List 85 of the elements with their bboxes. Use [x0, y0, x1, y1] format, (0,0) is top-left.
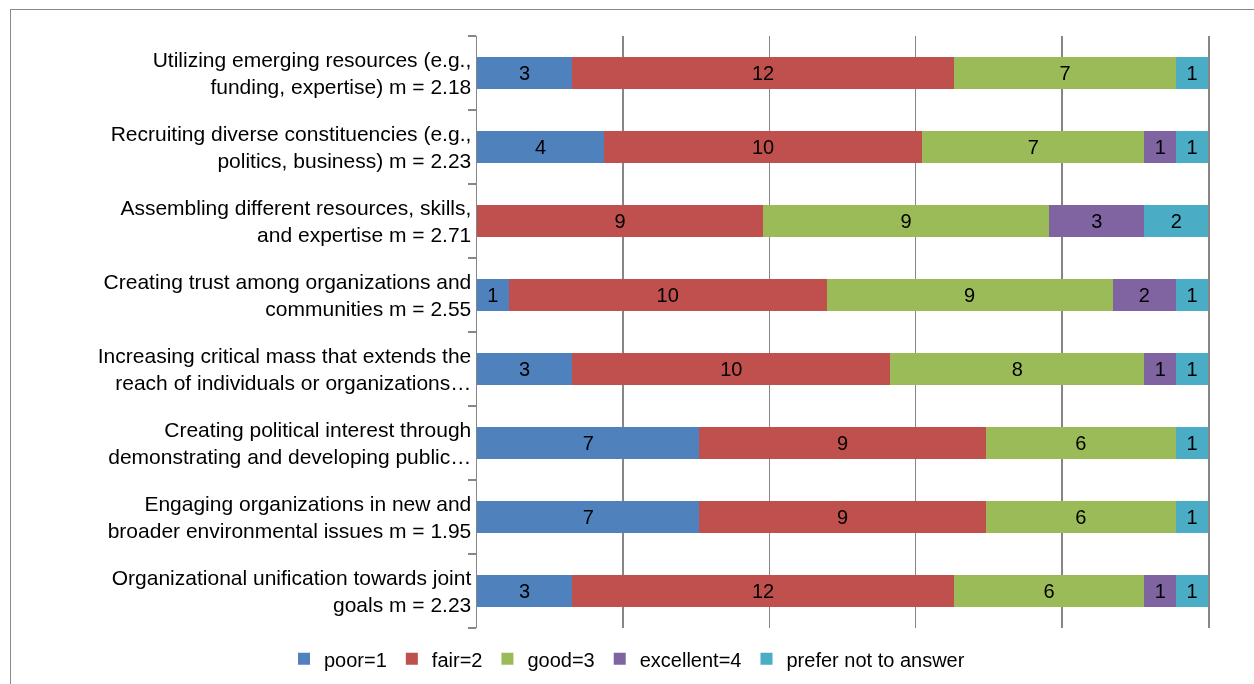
data-label: 1	[1154, 358, 1166, 380]
bar	[985, 501, 1177, 533]
bar	[477, 57, 573, 89]
data-label: 7	[582, 432, 594, 454]
data-label: 4	[535, 136, 547, 158]
bar	[477, 279, 509, 311]
bar	[1176, 353, 1208, 385]
bar	[477, 501, 700, 533]
data-label: 3	[519, 580, 531, 602]
data-label: 10	[656, 284, 679, 306]
bar	[1176, 575, 1208, 607]
data-label: 9	[836, 432, 849, 454]
bar	[953, 57, 1177, 89]
data-label: 1	[1186, 136, 1198, 158]
data-label: 1	[1186, 284, 1198, 306]
y-tick-label: Creating political interest through demonstrating and developing public…	[108, 417, 472, 468]
y-tick-label: Assembling different resources, skills, and expertise m = 2.71	[120, 195, 472, 246]
data-label: 7	[1059, 62, 1071, 84]
data-label: 9	[836, 506, 849, 528]
legend-label: fair=2	[431, 648, 483, 671]
data-label: 1	[487, 284, 499, 306]
bar	[477, 353, 573, 385]
legend-label: prefer not to answer	[786, 648, 965, 671]
data-label: 10	[751, 136, 775, 158]
bar	[477, 575, 573, 607]
y-tick-label: Organizational unification towards joint goals m = 2.23	[111, 565, 472, 616]
bar	[763, 205, 1050, 237]
data-label: 2	[1170, 210, 1182, 232]
data-label: 3	[519, 62, 531, 84]
bar	[572, 353, 891, 385]
y-tick-label: Increasing critical mass that extends the reach of individuals or organizations…	[97, 343, 472, 394]
legend-label: poor=1	[324, 648, 387, 671]
bar	[699, 427, 986, 459]
data-label: 6	[1075, 506, 1087, 528]
data-label: 7	[582, 506, 594, 528]
bar	[1144, 353, 1177, 385]
bar	[1144, 205, 1208, 237]
data-label: 9	[964, 284, 976, 306]
bar	[826, 279, 1113, 311]
y-tick-label: Engaging organizations in new and broader environmental issues m = 1.95	[107, 491, 472, 542]
bar	[508, 279, 827, 311]
bar	[1176, 427, 1208, 459]
data-label: 9	[614, 210, 626, 232]
legend-label: good=3	[527, 648, 595, 671]
data-label: 3	[1091, 210, 1103, 232]
data-label: 1	[1154, 136, 1166, 158]
bar	[1176, 57, 1208, 89]
bar	[1144, 131, 1177, 163]
data-label: 12	[751, 580, 775, 602]
data-label: 1	[1186, 432, 1198, 454]
data-label: 8	[1011, 358, 1023, 380]
data-label: 1	[1154, 580, 1166, 602]
data-label: 3	[519, 358, 531, 380]
bar	[604, 131, 922, 163]
data-label: 2	[1138, 284, 1150, 306]
bar	[1176, 501, 1208, 533]
data-label: 1	[1186, 506, 1198, 528]
y-tick-label: Creating trust among organizations and communities m = 2.55	[103, 269, 472, 320]
data-label: 6	[1043, 580, 1055, 602]
legend-label: excellent=4	[639, 648, 742, 671]
data-label: 1	[1186, 580, 1198, 602]
bar	[477, 427, 700, 459]
y-tick-label: Recruiting diverse constituencies (e.g., politics, business) m = 2.23	[110, 121, 472, 172]
bar	[477, 205, 764, 237]
bar	[921, 131, 1145, 163]
data-label: 9	[900, 210, 912, 232]
bar	[1176, 279, 1208, 311]
y-tick-label: Utilizing emerging resources (e.g., funding, expertise) m = 2.18	[152, 47, 472, 98]
bar	[953, 575, 1145, 607]
data-label: 12	[751, 62, 775, 84]
bar	[572, 57, 954, 89]
bar	[572, 575, 954, 607]
data-label: 7	[1027, 136, 1039, 158]
bar	[699, 501, 986, 533]
bar	[1176, 131, 1208, 163]
bar	[1144, 575, 1177, 607]
data-label: 10	[720, 358, 743, 380]
bar	[1049, 205, 1145, 237]
data-label: 1	[1186, 62, 1198, 84]
data-label: 1	[1186, 358, 1198, 380]
bar	[985, 427, 1177, 459]
bar	[890, 353, 1145, 385]
bar	[477, 131, 605, 163]
data-label: 6	[1075, 432, 1087, 454]
bar	[1112, 279, 1177, 311]
